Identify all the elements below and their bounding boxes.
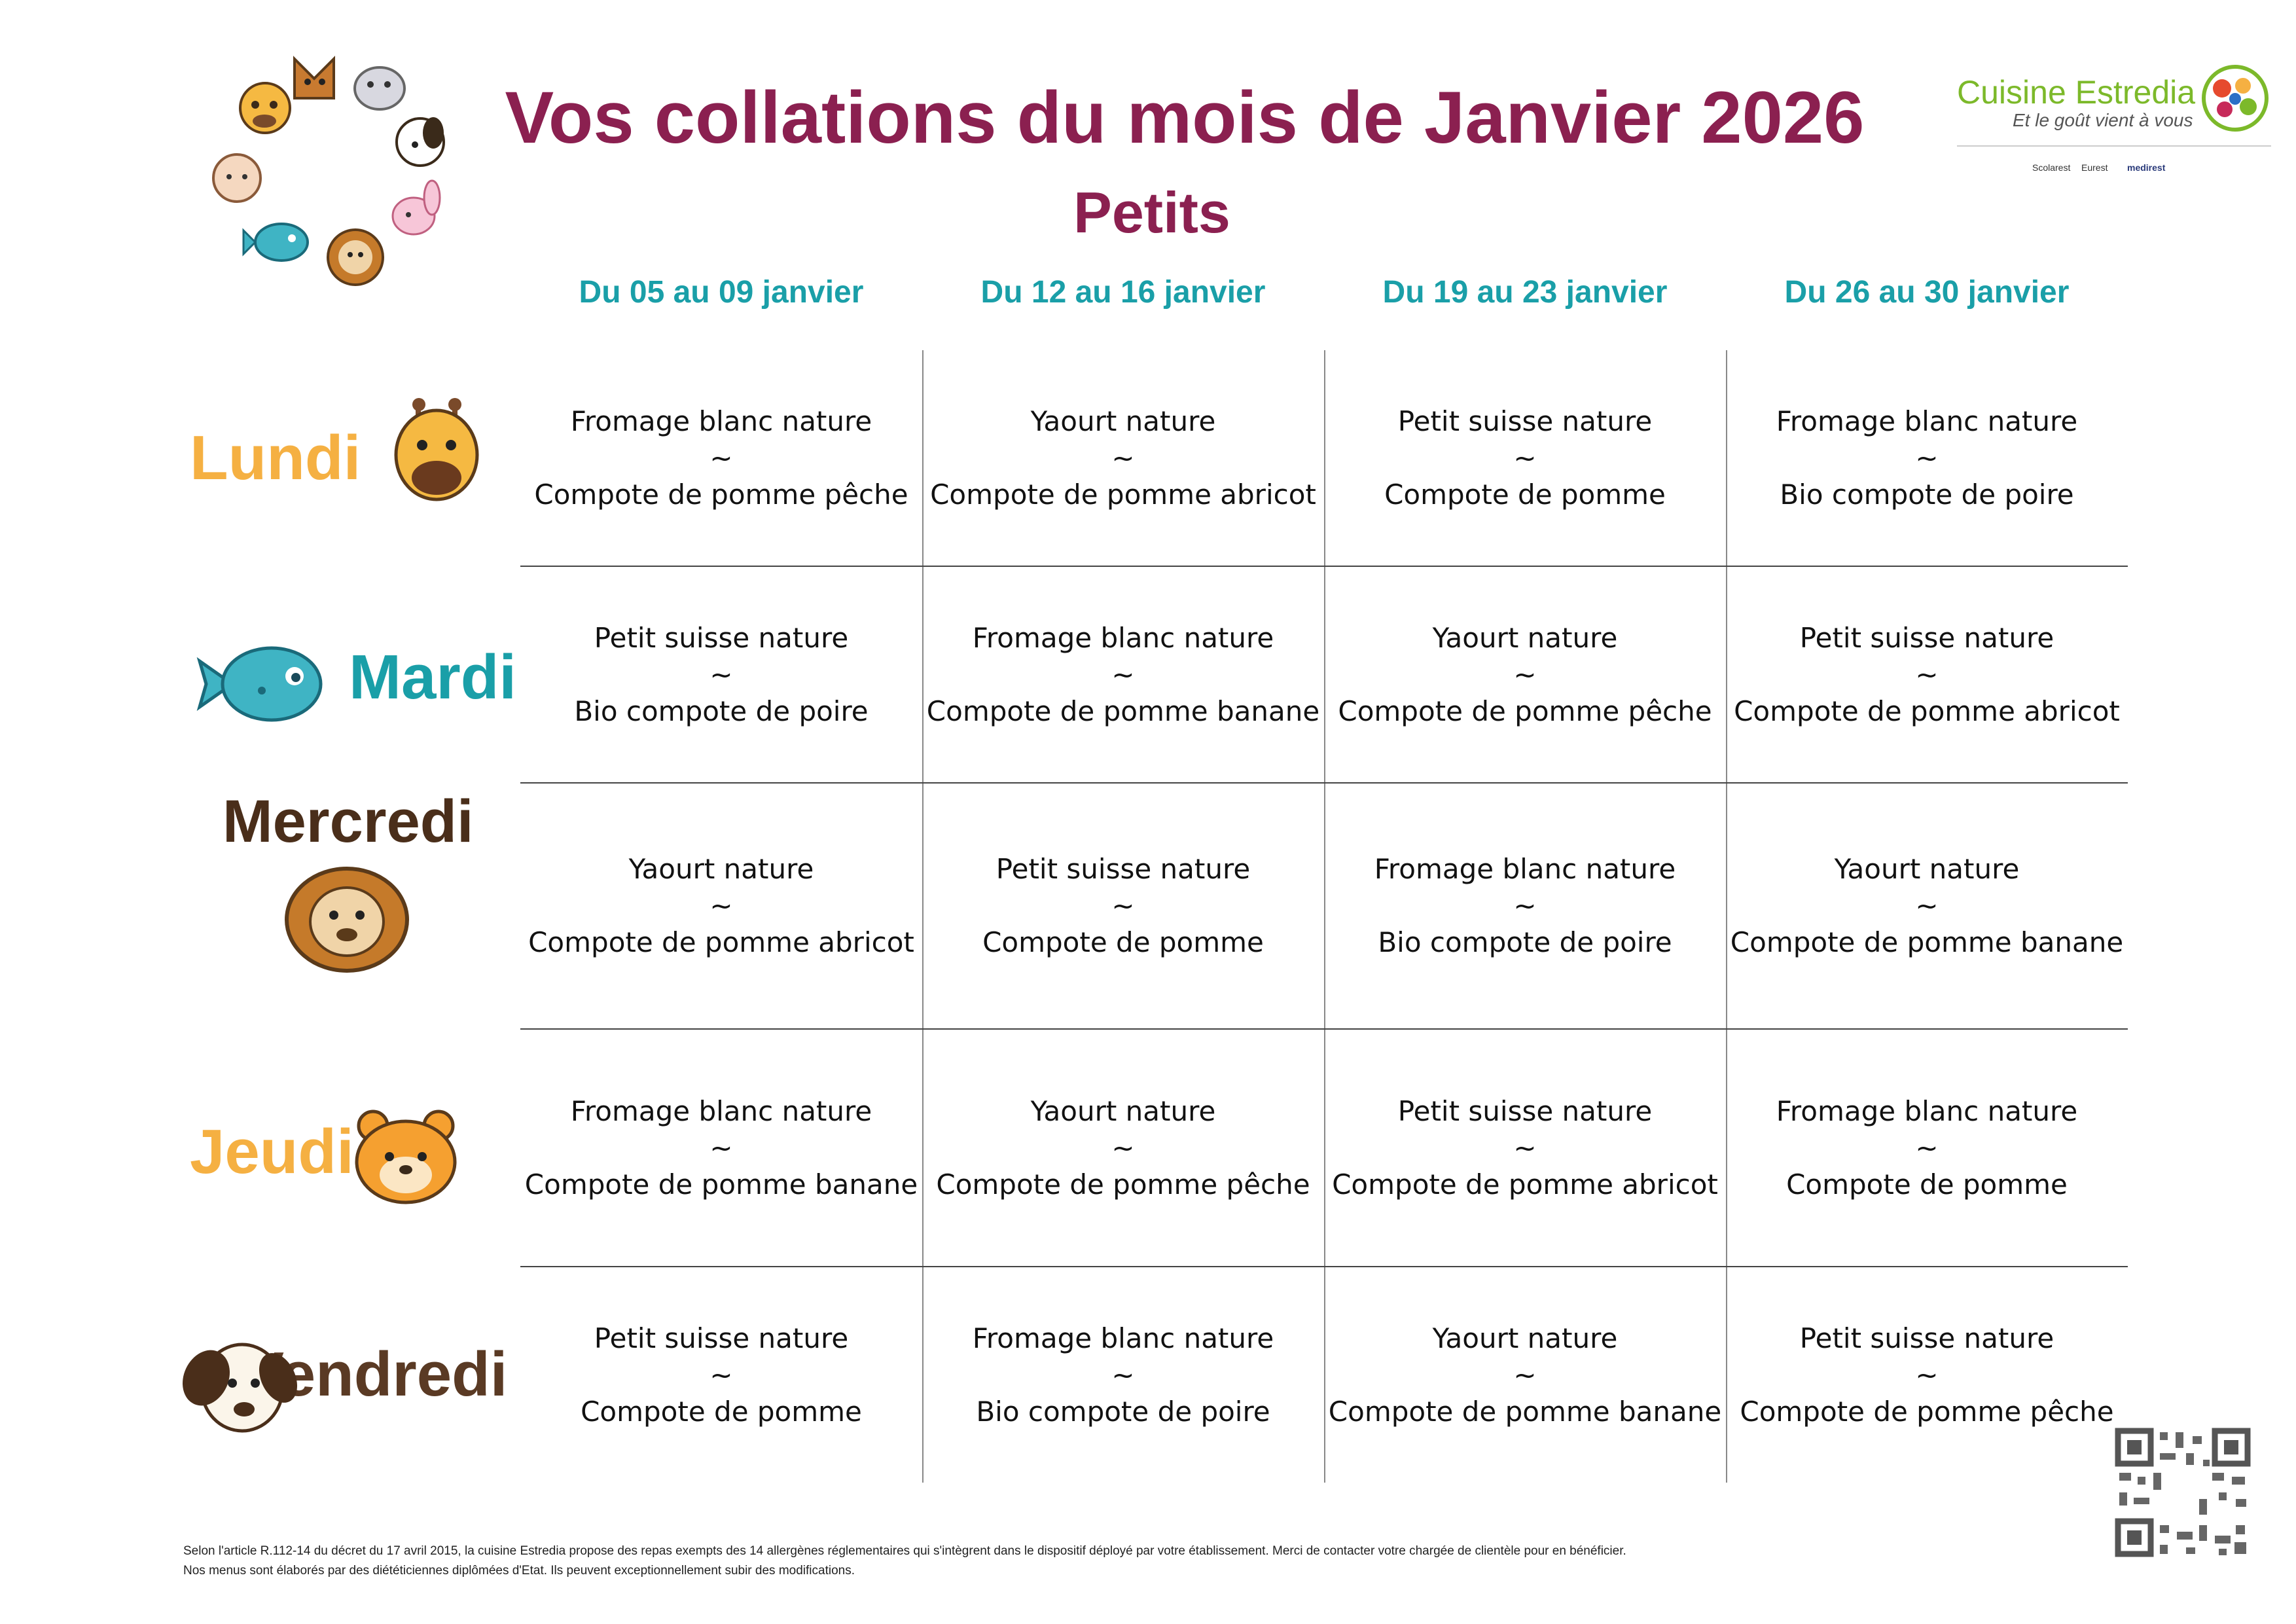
- menu-cell: Petit suisse nature ~ Compote de pomme: [982, 853, 1264, 958]
- grid-row-divider: [520, 782, 2128, 784]
- qr-code-icon[interactable]: [2114, 1427, 2251, 1558]
- menu-cell: Fromage blanc nature ~ Compote de pomme ba…: [524, 1094, 918, 1200]
- day-label-jeudi: Jeudi: [190, 1117, 354, 1187]
- menu-cell: Fromage blanc nature ~ Bio compote de poir…: [1776, 405, 2078, 511]
- logo-fruits-icon: [2202, 65, 2269, 132]
- menu-cell: Yaourt nature ~ Compote de pomme banane: [1328, 1322, 1722, 1428]
- footer-notes: Selon l'article R.112-14 du décret du 17…: [183, 1542, 2081, 1581]
- grid-row-divider: [520, 1266, 2128, 1267]
- lion-icon: [285, 867, 409, 973]
- menu-cell: Fromage blanc nature ~ Compote de pomme ba…: [926, 621, 1320, 727]
- menu-cell: Yaourt nature ~ Compote de pomme pêche: [1338, 621, 1712, 727]
- page-title: Vos collations du mois de Janvier 2026: [505, 77, 1865, 158]
- menu-cell: Fromage blanc nature ~ Compote de pomme: [1776, 1094, 2078, 1200]
- week-header-2: Du 12 au 16 janvier: [980, 275, 1266, 310]
- page-subtitle: Petits: [1073, 180, 1230, 245]
- logo-tagline: Et le goût vient à vous: [2013, 110, 2193, 130]
- menu-cell: Yaourt nature ~ Compote de pomme abricot: [528, 853, 914, 958]
- menu-cell: Petit suisse nature ~ Compote de pomme pêc…: [1740, 1322, 2114, 1428]
- menu-cell: Fromage blanc nature ~ Compote de pomme pê…: [534, 405, 908, 511]
- logo-name: Cuisine Estredia: [1957, 74, 2196, 111]
- dog-icon: [183, 1343, 298, 1433]
- menu-cell: Fromage blanc nature ~ Bio compote de poir…: [1374, 853, 1676, 958]
- logo-divider: [1957, 145, 2271, 147]
- week-header-4: Du 26 au 30 janvier: [1784, 275, 2070, 310]
- partner-logo-medirest: medirest: [2127, 162, 2166, 173]
- giraffe-icon: [394, 398, 479, 501]
- menu-cell: Yaourt nature ~ Compote de pomme abricot: [930, 405, 1316, 511]
- grid-column-divider: [1324, 350, 1325, 1483]
- menu-cell: Petit suisse nature ~ Compote de pomme abr…: [1734, 621, 2120, 727]
- partner-logo-scolarest: Scolarest: [2032, 162, 2071, 173]
- grid-row-divider: [520, 566, 2128, 567]
- grid-row-divider: [520, 1028, 2128, 1030]
- fish-icon: [196, 646, 323, 722]
- day-label-mercredi: Mercredi: [223, 788, 474, 855]
- footer-allergen-note: Selon l'article R.112-14 du décret du 17…: [183, 1544, 1626, 1558]
- grid-column-divider: [1726, 350, 1727, 1483]
- menu-cell: Fromage blanc nature ~ Bio compote de poir…: [972, 1322, 1274, 1428]
- menu-cell: Petit suisse nature ~ Compote de pomme abr…: [1332, 1094, 1718, 1200]
- menu-cell: Petit suisse nature ~ Compote de pomme: [581, 1322, 862, 1428]
- menu-cell: Yaourt nature ~ Compote de pomme pêche: [936, 1094, 1310, 1200]
- partner-logo-eurest: Eurest: [2081, 162, 2108, 173]
- bear-icon: [355, 1110, 457, 1204]
- day-label-mardi: Mardi: [349, 642, 517, 712]
- menu-cell: Yaourt nature ~ Compote de pomme banane: [1730, 853, 2124, 958]
- menu-cell: Petit suisse nature ~ Bio compote de poire: [574, 621, 869, 727]
- day-label-lundi: Lundi: [190, 423, 361, 493]
- menu-cell: Petit suisse nature ~ Compote de pomme: [1384, 405, 1666, 511]
- week-header-1: Du 05 au 09 janvier: [579, 275, 864, 310]
- animals-circle-icon: [212, 56, 445, 286]
- week-header-3: Du 19 au 23 janvier: [1382, 275, 1668, 310]
- footer-dietitian-note: Nos menus sont élaborés par des diététic…: [183, 1564, 855, 1578]
- grid-column-divider: [922, 350, 924, 1483]
